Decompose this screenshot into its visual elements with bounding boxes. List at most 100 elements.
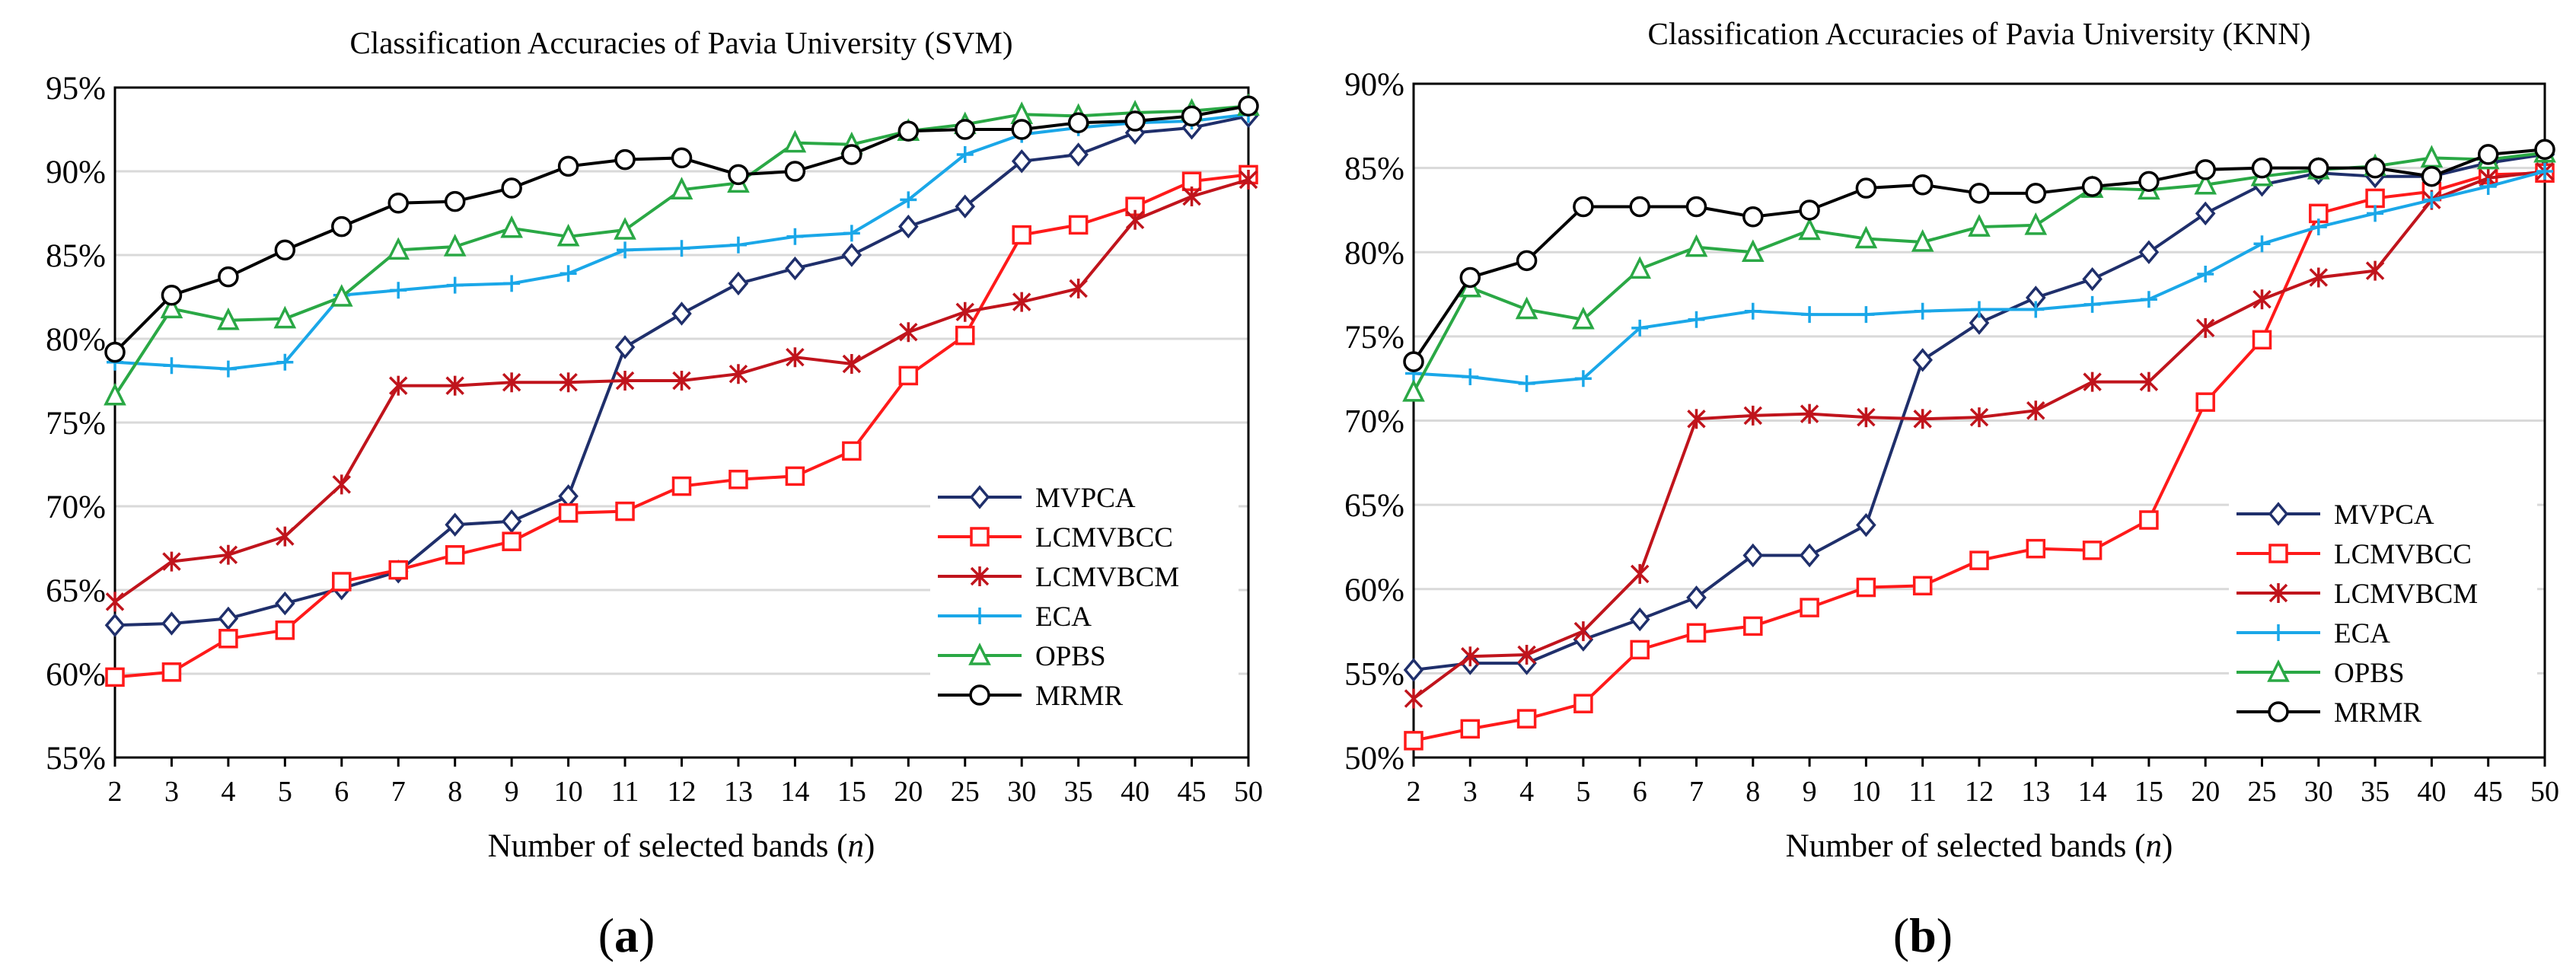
data-point-mvpca [558, 484, 579, 509]
data-point-mrmr [1516, 250, 1538, 272]
data-point-lcmvbcm [1800, 403, 1819, 424]
legend-marker [2267, 659, 2290, 682]
data-point-eca [900, 191, 917, 209]
y-tick-label: 80% [46, 322, 106, 358]
data-point-lcmvbcm [218, 544, 238, 565]
data-point-lcmvbcc [1969, 550, 1989, 570]
series-eca [1405, 163, 2553, 392]
data-point-mvpca [955, 194, 976, 218]
data-point-mrmr [387, 193, 409, 214]
data-point-eca [163, 357, 180, 375]
x-axis-label: Number of selected bands (n) [488, 828, 875, 864]
data-point-lcmvbcc [105, 667, 125, 687]
y-tick-label: 90% [46, 155, 106, 190]
data-point-lcmvbcm [1404, 688, 1423, 709]
data-point-lcmvbcm [2026, 400, 2045, 421]
x-tick-label: 12 [668, 776, 697, 808]
data-point-mvpca [1969, 311, 1990, 335]
data-point-lcmvbcc [2365, 188, 2385, 209]
data-point-mrmr [671, 147, 693, 169]
data-point-opbs [500, 215, 523, 238]
data-point-mrmr [2025, 183, 2047, 204]
data-point-lcmvbcc [558, 503, 579, 523]
series-lcmvbcc [105, 164, 1258, 687]
series-mvpca [1403, 142, 2555, 682]
data-point-lcmvbcc [1404, 731, 1423, 751]
data-point-lcmvbcc [332, 572, 352, 592]
data-point-opbs [217, 307, 240, 330]
data-point-mvpca [501, 509, 522, 534]
data-point-mvpca [1912, 348, 1933, 372]
data-point-opbs [2024, 212, 2048, 235]
data-point-opbs [670, 177, 693, 199]
data-point-lcmvbcm [1239, 170, 1258, 190]
x-tick-label: 4 [1519, 776, 1534, 808]
data-point-lcmvbcm [1743, 405, 1763, 426]
y-tick-label: 60% [46, 657, 106, 693]
legend-entry-mvpca: MVPCA [2334, 499, 2434, 531]
data-point-mvpca [2082, 266, 2103, 292]
data-point-mvpca [161, 611, 182, 636]
x-tick-label: 20 [2191, 776, 2220, 808]
data-point-mrmr [1459, 266, 1481, 289]
data-point-opbs [1402, 378, 1425, 402]
data-point-mrmr [1799, 199, 1820, 221]
data-point-eca [729, 236, 747, 254]
data-point-mrmr [1911, 174, 1934, 196]
panel-label: (a) [598, 908, 655, 962]
data-point-lcmvbcc [1573, 694, 1593, 713]
data-point-lcmvbcm [728, 364, 748, 384]
data-point-mvpca [1011, 149, 1032, 174]
legend-entry-eca: ECA [2334, 618, 2390, 649]
data-point-opbs [1572, 306, 1595, 330]
data-point-mrmr [728, 164, 749, 186]
y-tick-label: 85% [46, 238, 106, 274]
x-tick-label: 50 [1234, 776, 1263, 808]
data-point-mrmr [1181, 105, 1203, 127]
data-point-lcmvbcc [275, 620, 295, 640]
data-point-opbs [387, 237, 410, 260]
data-point-eca [2027, 301, 2045, 318]
x-tick-label: 8 [1745, 776, 1760, 808]
legend: MVPCA LCMVBCC LCMVBCM ECA OPBS MRMR [2229, 493, 2537, 736]
data-point-mrmr [1629, 196, 1650, 218]
x-tick-label: 50 [2530, 776, 2559, 808]
data-point-mrmr [2308, 157, 2329, 179]
data-point-eca [1971, 301, 1988, 318]
data-point-eca [2536, 163, 2553, 180]
data-point-mvpca [1856, 512, 1876, 537]
data-point-mrmr [955, 119, 976, 140]
data-point-eca [2197, 266, 2214, 283]
legend-marker [968, 643, 991, 665]
data-point-lcmvbcm [559, 372, 578, 393]
data-point-mvpca [1742, 543, 1764, 568]
chart-title: Classification Accuracies of Pavia Unive… [349, 25, 1012, 60]
data-point-lcmvbcc [2082, 541, 2103, 560]
y-tick-label: 55% [46, 741, 106, 777]
y-tick-label: 75% [1344, 320, 1404, 356]
data-point-lcmvbcc [1460, 719, 1481, 739]
data-point-eca [1574, 370, 1592, 388]
legend-marker [2268, 701, 2289, 722]
data-point-mvpca [785, 256, 805, 281]
legend: MVPCA LCMVBCC LCMVBCM ECA OPBS MRMR [930, 476, 1239, 719]
data-point-mvpca [898, 214, 919, 239]
data-point-mvpca [614, 335, 636, 359]
legend-marker [970, 566, 990, 586]
data-point-lcmvbcm [1913, 409, 1932, 429]
y-tick-label: 70% [46, 490, 106, 525]
data-point-mvpca [104, 613, 126, 637]
x-tick-label: 4 [221, 776, 235, 808]
x-tick-label: 25 [2248, 776, 2277, 808]
data-point-lcmvbcm [162, 551, 181, 572]
data-point-lcmvbcc [388, 560, 408, 580]
data-point-lcmvbcm [899, 322, 918, 343]
y-tick-label: 60% [1344, 573, 1404, 608]
x-tick-label: 3 [164, 776, 179, 808]
legend-entry-lcmvbcm: LCMVBCM [1035, 562, 1179, 593]
x-tick-label: 15 [2134, 776, 2163, 808]
data-point-mrmr [444, 190, 466, 212]
data-point-mvpca [1686, 585, 1707, 610]
data-point-lcmvbcc [1012, 225, 1031, 245]
